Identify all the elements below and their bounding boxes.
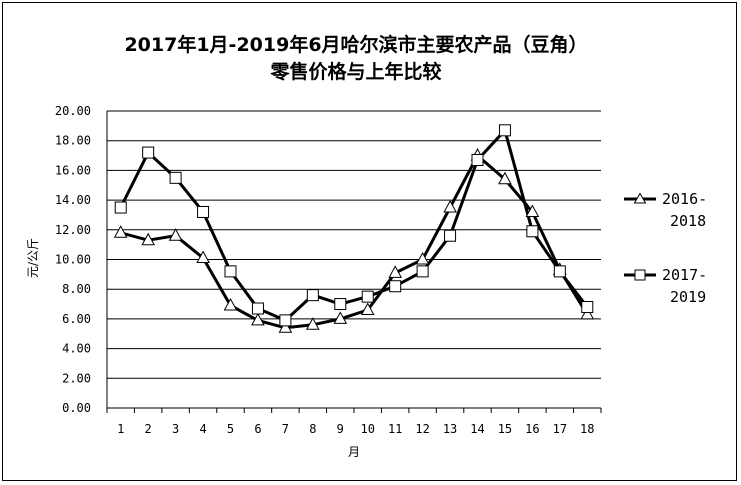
legend-label-series-2-line2: 2019 (670, 288, 706, 306)
legend: 2016- 2018 2017- 2019 (624, 190, 707, 306)
point-series-1-m10 (360, 302, 375, 315)
x-axis-label: 月 (348, 445, 360, 459)
series-line-1 (120, 154, 589, 330)
legend-marker-series-2 (634, 269, 646, 281)
point-series-1-m16 (525, 204, 540, 217)
point-series-1-m3 (168, 228, 183, 241)
x-tick-label-10: 10 (360, 422, 374, 436)
x-tick-label-13: 13 (443, 422, 457, 436)
plot-area: 0.00 2.00 4.00 6.00 8.00 10.00 12.00 14.00 16.00… (55, 104, 602, 436)
x-tick-label-15: 15 (498, 422, 512, 436)
x-tick-label-8: 8 (309, 422, 316, 436)
x-tick-label-18: 18 (580, 422, 594, 436)
point-series-1-m13 (443, 199, 457, 213)
y-tick-label-8: 16.00 (55, 163, 91, 177)
chart-title-line2: 零售价格与上年比较 (269, 60, 441, 83)
chart-frame (2, 2, 737, 481)
legend-label-series-1-line1: 2016- (662, 190, 707, 208)
y-tick-label-7: 14.00 (55, 193, 91, 207)
point-series-2-m14 (471, 154, 484, 167)
x-tick-label-17: 17 (553, 422, 567, 436)
point-series-1-m12 (415, 251, 430, 265)
x-tick-label-12: 12 (415, 422, 429, 436)
y-tick-label-6: 12.00 (55, 223, 91, 237)
x-tick-label-2: 2 (145, 422, 152, 436)
legend-item-series-1: 2016- 2018 (624, 190, 707, 230)
y-tick-label-0: 0.00 (62, 401, 91, 415)
point-series-2-m5 (224, 265, 237, 278)
point-series-2-m7 (279, 314, 292, 327)
series-line-2 (119, 128, 589, 322)
point-series-1-m2 (141, 232, 156, 246)
point-series-1-m15 (498, 171, 512, 185)
y-tick-label-1: 2.00 (62, 371, 91, 385)
legend-label-series-1-line2: 2018 (670, 212, 706, 230)
point-series-2-m4 (197, 205, 210, 218)
point-series-1-m18 (580, 306, 595, 320)
point-series-2-m2 (142, 146, 155, 159)
point-series-2-m12 (416, 265, 429, 278)
point-series-1-m7 (278, 320, 293, 333)
x-tick-label-11: 11 (388, 422, 402, 436)
y-tick-label-2: 4.00 (62, 342, 91, 356)
legend-item-series-2: 2017- 2019 (624, 266, 707, 306)
point-series-2-m18 (581, 301, 594, 314)
point-series-2-m3 (169, 171, 182, 184)
x-tick-label-4: 4 (199, 422, 206, 436)
point-series-2-m10 (361, 290, 374, 303)
y-tick-label-10: 20.00 (55, 104, 91, 118)
x-tick-label-7: 7 (282, 422, 289, 436)
point-series-2-m1 (114, 201, 127, 214)
point-series-2-m6 (251, 302, 264, 315)
chart-title-line1: 2017年1月-2019年6月哈尔滨市主要农产品（豆角） (124, 33, 587, 56)
point-series-1-m8 (305, 317, 320, 330)
point-series-1-m9 (333, 311, 348, 324)
y-tick-label-9: 18.00 (55, 134, 91, 148)
legend-marker-series-1 (633, 192, 647, 204)
x-tick-label-6: 6 (254, 422, 261, 436)
x-tick-label-1: 1 (117, 422, 124, 436)
y-tick-label-3: 6.00 (62, 312, 91, 326)
legend-label-series-2-line1: 2017- (662, 266, 707, 284)
y-tick-label-4: 8.00 (62, 282, 91, 296)
point-series-2-m15 (498, 124, 511, 137)
point-series-1-m4 (196, 250, 210, 263)
x-tick-label-14: 14 (470, 422, 484, 436)
point-series-1-m11 (388, 265, 403, 278)
point-series-2-m13 (444, 229, 457, 242)
x-tick-label-3: 3 (172, 422, 179, 436)
y-axis-label: 元/公斤 (26, 238, 40, 278)
x-tick-label-16: 16 (525, 422, 539, 436)
point-series-2-m8 (306, 289, 319, 302)
x-tick-label-5: 5 (227, 422, 234, 436)
x-tick-label-9: 9 (337, 422, 344, 436)
point-series-2-m17 (553, 265, 566, 278)
point-series-2-m16 (526, 225, 539, 238)
point-series-1-m1 (113, 225, 128, 238)
point-series-2-m11 (389, 280, 402, 293)
y-tick-label-5: 10.00 (55, 253, 91, 267)
point-series-1-m5 (223, 297, 238, 311)
point-series-2-m9 (334, 298, 347, 311)
point-series-1-m6 (251, 312, 265, 326)
